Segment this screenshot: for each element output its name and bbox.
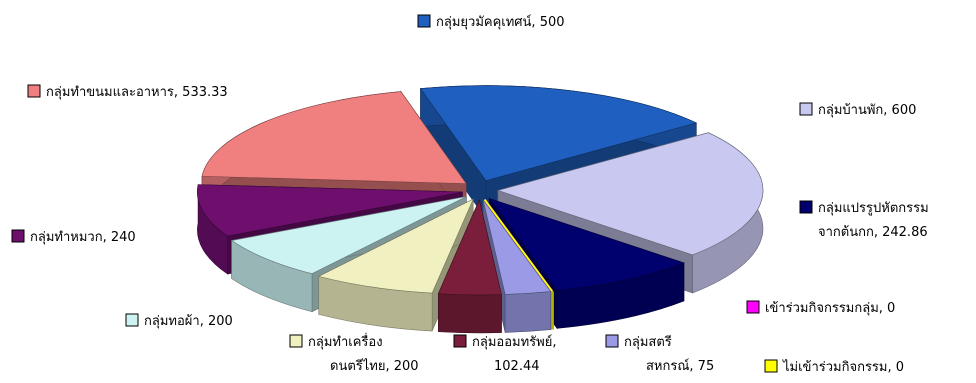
legend-swatch-0 bbox=[417, 14, 431, 28]
slice-label-text-5-1: สหกรณ์, 75 bbox=[646, 358, 714, 374]
slice-label-9: กลุ่มทำหมวก, 240 bbox=[11, 229, 136, 245]
pie-slice-6 bbox=[437, 198, 502, 334]
slice-label-8: กลุ่มทอผ้า, 200 bbox=[125, 313, 233, 329]
slice-label-text-6-0: กลุ่มออมทรัพย์, bbox=[472, 334, 556, 350]
legend-swatch-1 bbox=[799, 102, 813, 116]
slice-label-text-7-0: กลุ่มทำเครื่อง bbox=[308, 333, 383, 350]
slice-label-6: กลุ่มออมทรัพย์, 102.44 bbox=[453, 334, 556, 374]
slice-label-1: กลุ่มบ้านพัก, 600 bbox=[799, 102, 916, 118]
slice-label-text-5-0: กลุ่มสตรี bbox=[624, 334, 672, 350]
slice-label-text-4-0: ไม่เข้าร่วมกิจกรรม, 0 bbox=[782, 359, 904, 375]
slice-label-text-0-0: กลุ่มยุวมัคคุเทศน์, 500 bbox=[436, 14, 565, 30]
slice-label-5: กลุ่มสตรีสหกรณ์, 75 bbox=[605, 334, 714, 374]
slice-label-text-2-0: กลุ่มแปรรูปหัตกรรม bbox=[818, 201, 929, 216]
slice-label-text-7-1: ดนตรีไทย, 200 bbox=[330, 358, 419, 374]
slice-label-3: เข้าร่วมกิจกรรมกลุ่ม, 0 bbox=[746, 300, 895, 316]
legend-swatch-8 bbox=[125, 313, 139, 327]
slice-label-4: ไม่เข้าร่วมกิจกรรม, 0 bbox=[764, 359, 904, 375]
legend-swatch-3 bbox=[746, 300, 760, 314]
slice-label-0: กลุ่มยุวมัคคุเทศน์, 500 bbox=[417, 14, 565, 30]
pie-slice-4 bbox=[483, 198, 554, 330]
slice-label-text-2-1: จากต้นกก, 242.86 bbox=[818, 225, 928, 240]
legend-swatch-9 bbox=[11, 229, 25, 243]
legend-swatch-4 bbox=[764, 359, 778, 373]
slice-label-text-9-0: กลุ่มทำหมวก, 240 bbox=[30, 230, 136, 245]
legend-swatch-5 bbox=[605, 334, 619, 348]
legend-swatch-2 bbox=[799, 200, 813, 214]
slice-label-text-3-0: เข้าร่วมกิจกรรมกลุ่ม, 0 bbox=[765, 301, 895, 316]
slice-label-text-1-0: กลุ่มบ้านพัก, 600 bbox=[818, 103, 916, 118]
legend-swatch-10 bbox=[27, 84, 41, 98]
legend-swatch-7 bbox=[289, 334, 303, 348]
legend-swatch-6 bbox=[453, 334, 467, 348]
slice-label-text-10-0: กลุ่มทำขนมและอาหาร, 533.33 bbox=[46, 85, 228, 100]
slice-label-text-6-1: 102.44 bbox=[494, 359, 540, 374]
slice-label-10: กลุ่มทำขนมและอาหาร, 533.33 bbox=[27, 84, 228, 100]
slice-label-text-8-0: กลุ่มทอผ้า, 200 bbox=[144, 314, 233, 329]
